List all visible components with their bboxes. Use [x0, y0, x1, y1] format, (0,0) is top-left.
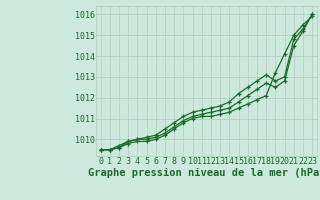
- X-axis label: Graphe pression niveau de la mer (hPa): Graphe pression niveau de la mer (hPa): [88, 168, 320, 178]
